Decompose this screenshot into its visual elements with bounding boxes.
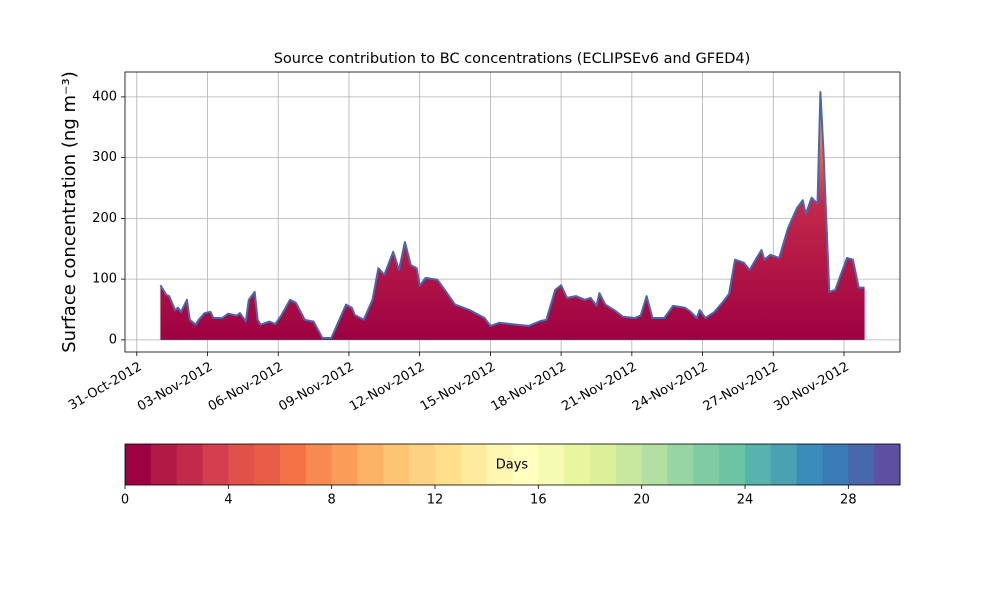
x-tick-label: 03-Nov-2012 — [135, 360, 215, 415]
colorbar-frame — [124, 443, 901, 486]
colorbar-tick-label: 8 — [328, 493, 336, 508]
colorbar-swatch — [460, 444, 488, 485]
colorbar-swatch — [538, 444, 565, 485]
colorbar-swatch — [512, 444, 539, 485]
colorbar-swatch — [254, 444, 281, 485]
x-tick-label: 27-Nov-2012 — [701, 360, 781, 415]
colorbar-swatch — [874, 444, 901, 485]
x-tick-label: 15-Nov-2012 — [418, 360, 498, 415]
colorbar-swatch — [641, 444, 668, 485]
x-tick-label: 18-Nov-2012 — [489, 360, 569, 415]
area-line — [159, 91, 865, 339]
colorbar-swatch — [150, 444, 178, 485]
x-tick-label: 24-Nov-2012 — [630, 360, 710, 415]
colorbar-swatch — [280, 444, 307, 485]
area-fill — [160, 92, 865, 340]
x-tick-label: 21-Nov-2012 — [559, 360, 639, 415]
x-tick-label: 09-Nov-2012 — [276, 360, 356, 415]
colorbar-swatch — [331, 444, 358, 485]
x-tick-label: 06-Nov-2012 — [206, 360, 286, 415]
y-axis-label: Surface concentration (ng m⁻³) — [59, 71, 80, 353]
y-tick-label: 400 — [92, 89, 117, 104]
colorbar-swatch — [486, 444, 513, 485]
y-tick-label: 300 — [92, 150, 117, 165]
colorbar-swatch — [202, 444, 229, 485]
y-tick-label: 200 — [92, 211, 117, 226]
chart-title: Source contribution to BC concentrations… — [274, 51, 751, 67]
colorbar-swatch — [822, 444, 849, 485]
colorbar-tick-label: 24 — [737, 493, 754, 508]
colorbar-tick-label: 4 — [224, 493, 232, 508]
colorbar-swatch — [796, 444, 823, 485]
plot-frame — [124, 71, 901, 353]
colorbar-swatch — [176, 444, 203, 485]
colorbar-swatch — [357, 444, 384, 485]
y-tick-label: 0 — [109, 332, 117, 347]
colorbar-swatch — [693, 444, 720, 485]
x-tick-label: 30-Nov-2012 — [771, 360, 851, 415]
colorbar-swatch — [770, 444, 798, 485]
colorbar-swatch — [305, 444, 333, 485]
colorbar-swatch — [848, 444, 875, 485]
colorbar-swatch — [745, 444, 772, 485]
colorbar-swatch — [564, 444, 591, 485]
colorbar-swatch — [228, 444, 255, 485]
colorbar-tick-label: 16 — [530, 493, 547, 508]
x-tick-label: 31-Oct-2012 — [66, 360, 144, 414]
colorbar-swatch — [615, 444, 643, 485]
colorbar-tick-label: 28 — [840, 493, 857, 508]
y-tick-label: 100 — [92, 272, 117, 287]
colorbar-swatch — [435, 444, 462, 485]
colorbar-swatch — [719, 444, 746, 485]
colorbar-swatch — [590, 444, 617, 485]
colorbar-label: Days — [496, 458, 529, 473]
colorbar — [125, 444, 901, 485]
colorbar-swatch — [409, 444, 436, 485]
x-tick-label: 12-Nov-2012 — [347, 360, 427, 415]
colorbar-swatch — [125, 444, 152, 485]
colorbar-swatch — [383, 444, 410, 485]
colorbar-swatch — [667, 444, 694, 485]
colorbar-tick-label: 0 — [121, 493, 129, 508]
colorbar-tick-label: 20 — [633, 493, 650, 508]
colorbar-tick-label: 12 — [427, 493, 444, 508]
